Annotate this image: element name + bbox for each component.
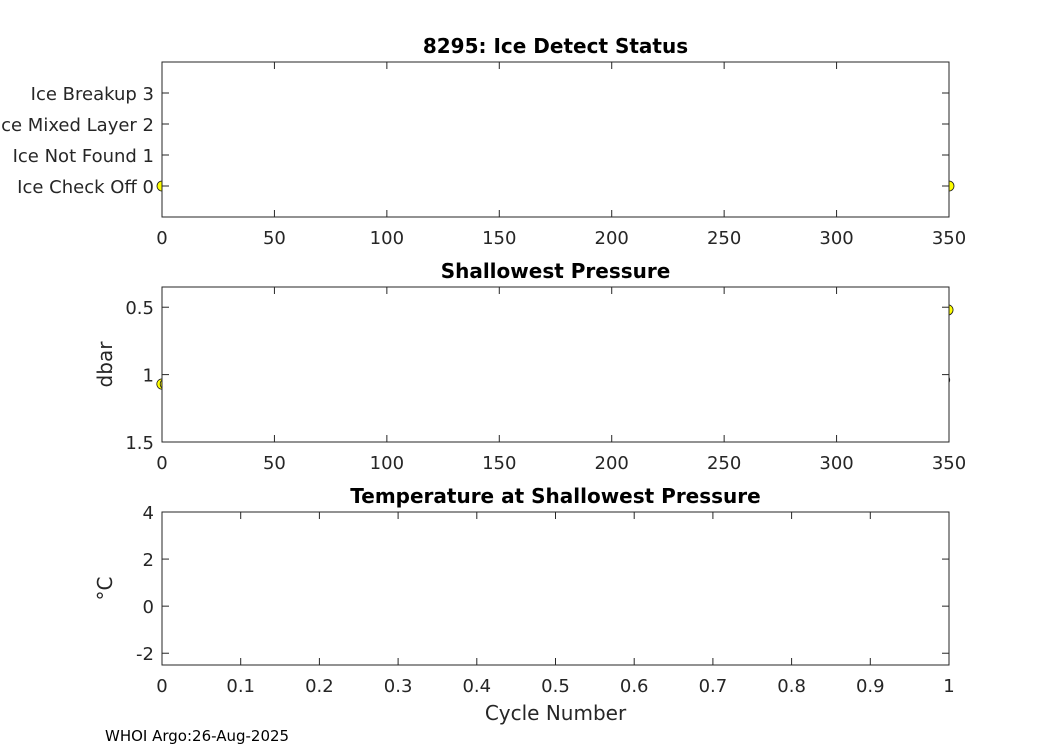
x-tick-label: 200: [595, 228, 629, 249]
x-tick-label: 1: [943, 676, 954, 697]
y-tick-label: 1: [143, 366, 154, 387]
y-tick-label: 1.5: [125, 433, 154, 454]
x-tick-label: 50: [263, 453, 286, 474]
y-tick-label: 2: [143, 550, 154, 571]
x-tick-label: 350: [932, 228, 966, 249]
y-axis-label: dbar: [93, 341, 117, 388]
y-axis-label: °C: [93, 577, 117, 601]
x-tick-label: 0.5: [541, 676, 570, 697]
x-tick-label: 0.3: [384, 676, 413, 697]
axes-frame: [161, 61, 950, 218]
x-tick-label: 0.7: [699, 676, 728, 697]
y-tick-label: Ice Breakup 3: [31, 84, 154, 105]
y-tick-label: Ice Check Off 0: [17, 177, 154, 198]
x-tick-label: 250: [707, 228, 741, 249]
y-tick-label: Ice Mixed Layer 2: [0, 115, 154, 136]
y-tick-label: 0: [143, 597, 154, 618]
x-tick-label: 0.4: [462, 676, 491, 697]
x-tick-label: 0.6: [620, 676, 649, 697]
chart-title: 8295: Ice Detect Status: [423, 34, 688, 58]
x-tick-label: 0: [156, 228, 167, 249]
x-axis-label: Cycle Number: [485, 701, 627, 725]
x-tick-label: 150: [482, 228, 516, 249]
x-tick-label: 250: [707, 453, 741, 474]
x-tick-label: 0.2: [305, 676, 334, 697]
axes-frame: [161, 511, 950, 666]
x-tick-label: 150: [482, 453, 516, 474]
x-tick-label: 200: [595, 453, 629, 474]
axes-ice-detect-status: 0 50 100 150 200 250 300 350 Ice Check Off 0 Ice …: [0, 34, 966, 249]
footer-credit: WHOI Argo:26-Aug-2025: [105, 727, 289, 745]
x-tick-label: 0: [156, 453, 167, 474]
y-tick-label: Ice Not Found 1: [13, 146, 154, 167]
x-tick-label: 350: [932, 453, 966, 474]
x-tick-label: 100: [370, 453, 404, 474]
x-tick-label: 300: [819, 453, 853, 474]
chart-title: Shallowest Pressure: [441, 259, 671, 283]
y-tick-label: 4: [143, 503, 154, 524]
x-tick-label: 0: [156, 676, 167, 697]
y-tick-label: -2: [136, 644, 154, 665]
axes-temperature: 0 0.1 0.2 0.3 0.4 0.5 0.6 0.7 0.8 0.9 1-2024Temper…: [93, 484, 955, 725]
x-tick-label: 50: [263, 228, 286, 249]
x-tick-label: 0.1: [226, 676, 255, 697]
x-tick-label: 100: [370, 228, 404, 249]
x-tick-label: 0.8: [777, 676, 806, 697]
x-tick-label: 300: [819, 228, 853, 249]
axes-shallowest-pressure: 0 50 100 150 200 250 300 350 0.5 1 1.5 Shallowest P…: [93, 259, 966, 474]
y-tick-label: 0.5: [125, 298, 154, 319]
chart-title: Temperature at Shallowest Pressure: [350, 484, 760, 508]
axes-frame: [161, 286, 950, 443]
x-tick-label: 0.9: [856, 676, 885, 697]
